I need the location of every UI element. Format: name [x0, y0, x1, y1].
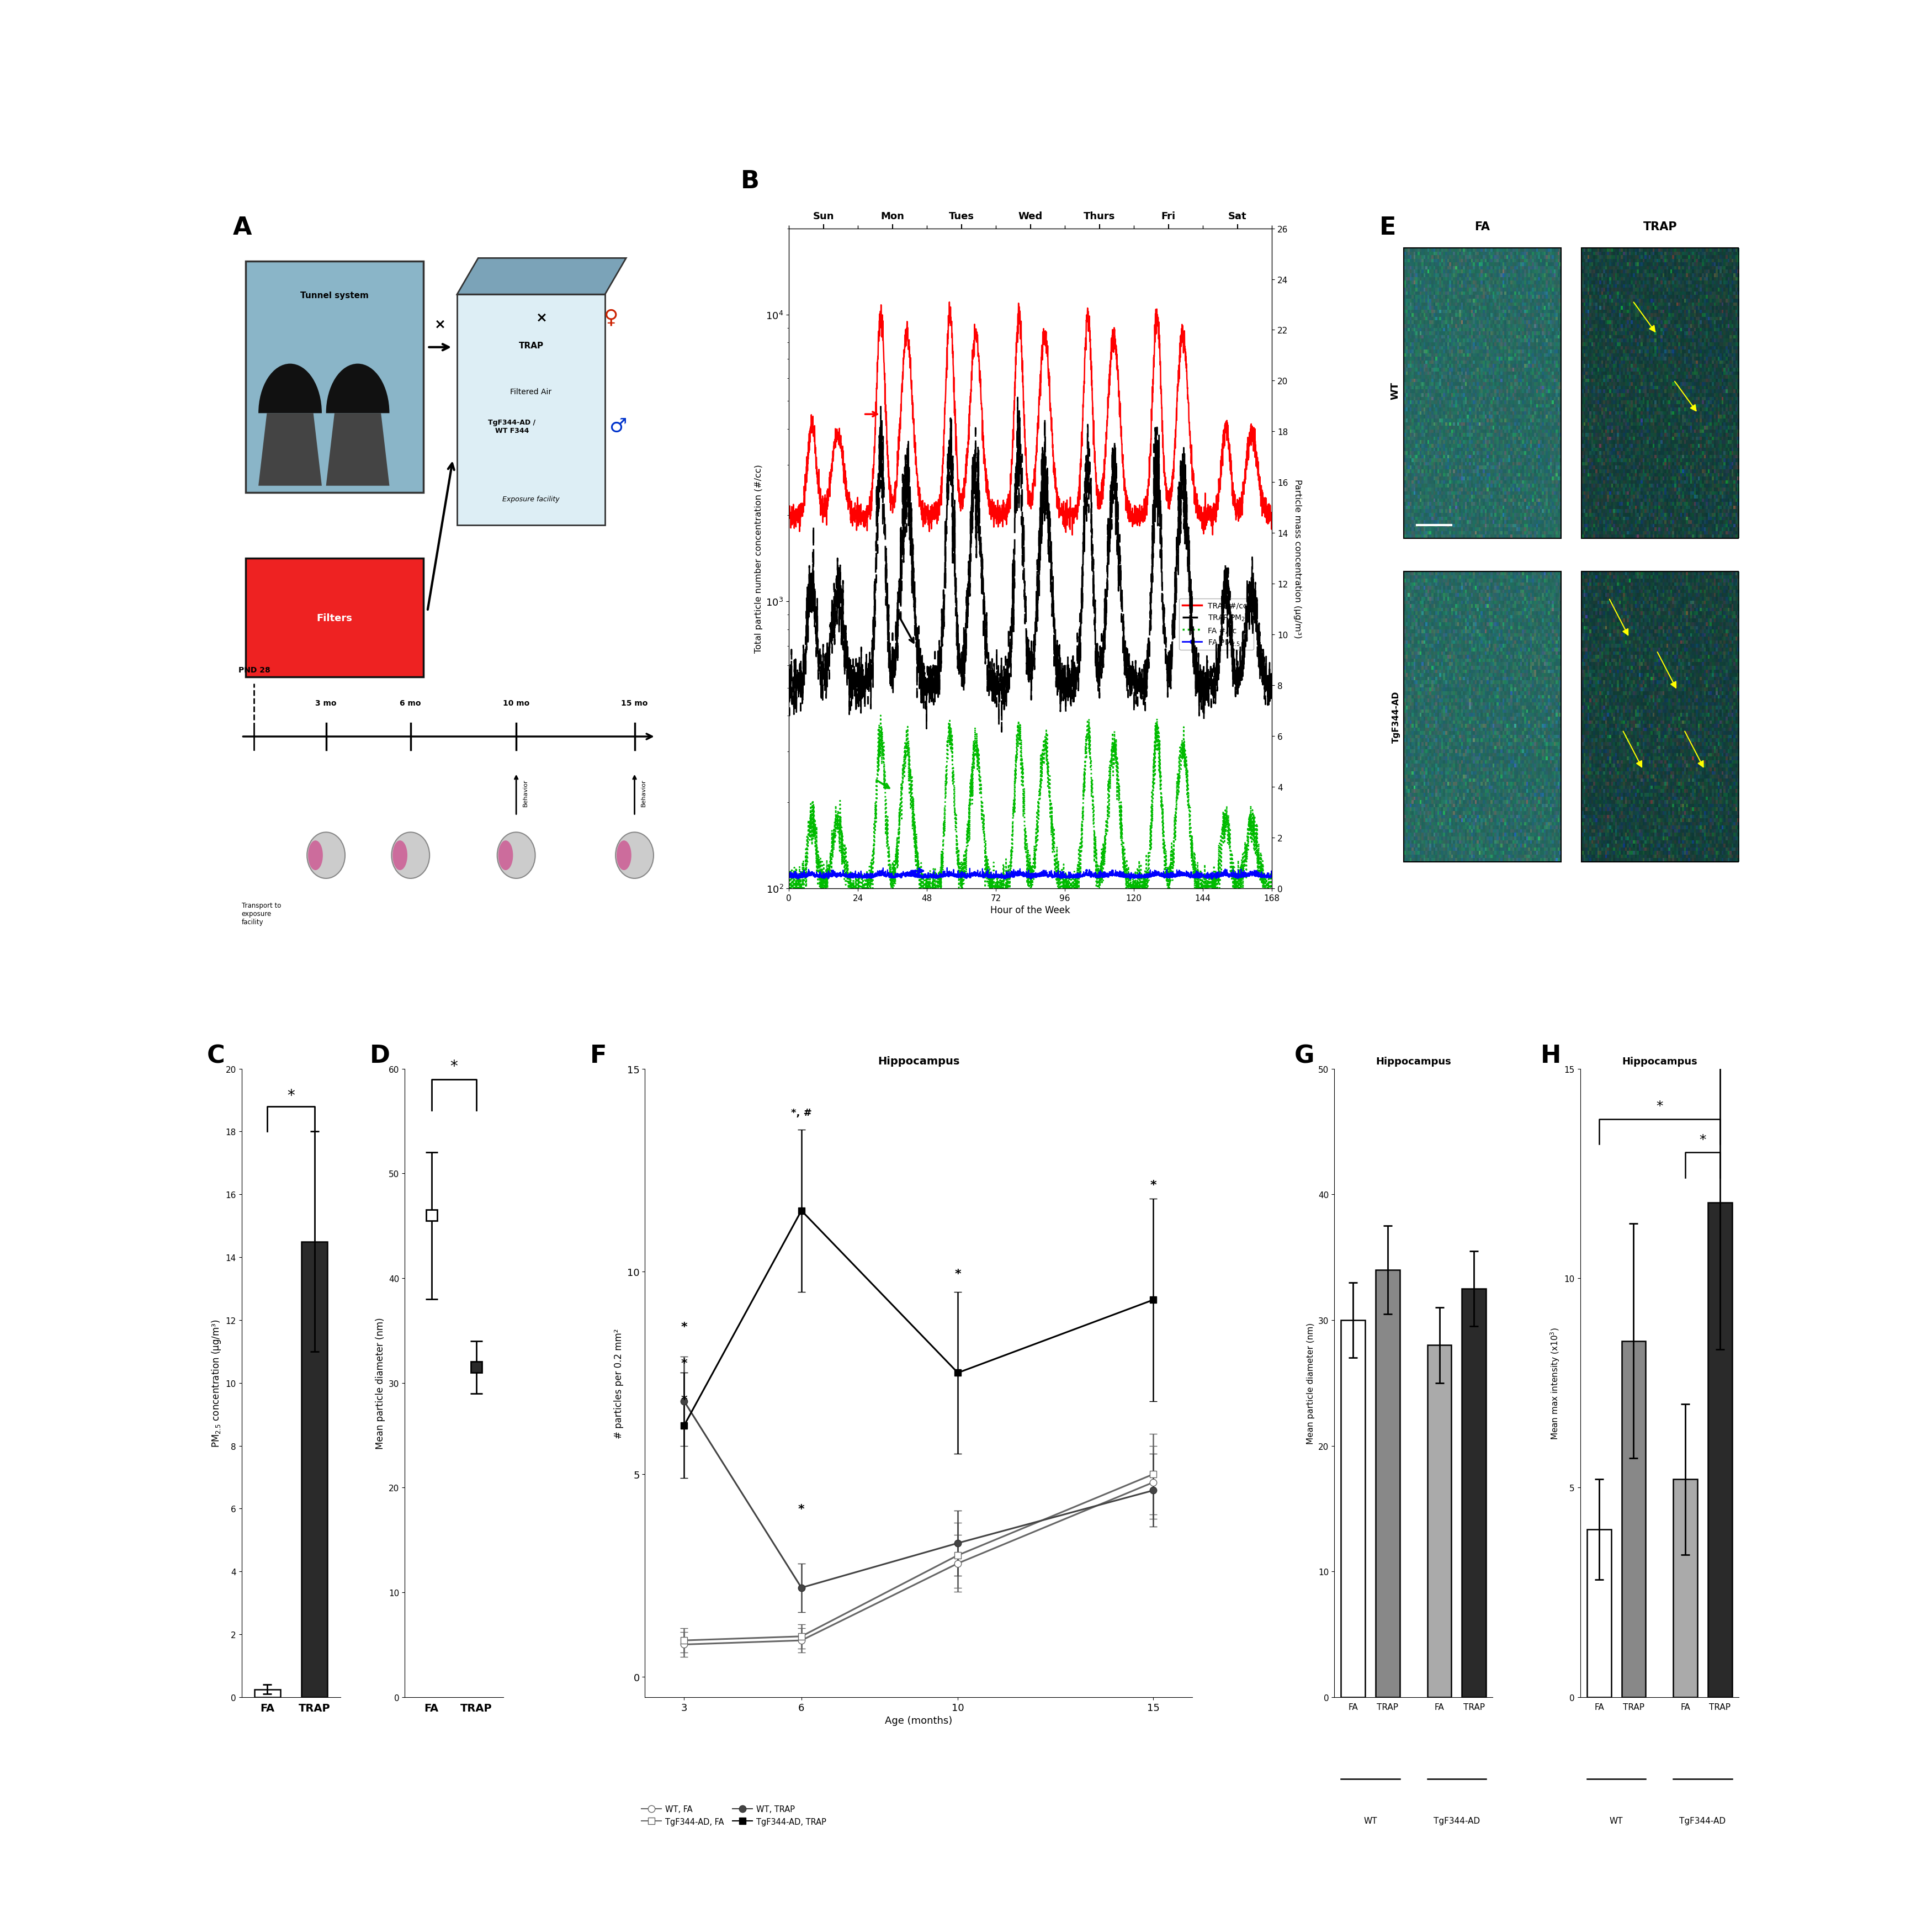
- Ellipse shape: [392, 841, 408, 870]
- Ellipse shape: [307, 841, 323, 870]
- Text: C: C: [207, 1043, 224, 1068]
- FancyBboxPatch shape: [245, 261, 423, 492]
- Ellipse shape: [497, 833, 535, 879]
- Y-axis label: # particles per 0.2 mm²: # particles per 0.2 mm²: [614, 1327, 624, 1438]
- Text: *: *: [288, 1089, 296, 1104]
- Text: *: *: [1656, 1100, 1663, 1114]
- Legend: WT, FA, TgF344-AD, FA, WT, TRAP, TgF344-AD, TRAP: WT, FA, TgF344-AD, FA, WT, TRAP, TgF344-…: [638, 1802, 829, 1829]
- Text: ♂: ♂: [609, 418, 626, 437]
- FancyBboxPatch shape: [245, 559, 423, 677]
- Title: Hippocampus: Hippocampus: [1376, 1056, 1451, 1066]
- Text: *: *: [680, 1322, 688, 1333]
- Text: *: *: [680, 1394, 688, 1405]
- Text: Filters: Filters: [317, 614, 352, 624]
- Text: *: *: [798, 1505, 804, 1514]
- Y-axis label: Mean particle diameter (nm): Mean particle diameter (nm): [375, 1318, 384, 1449]
- Bar: [1428, 1344, 1451, 1697]
- Ellipse shape: [498, 841, 514, 870]
- Text: B: B: [740, 170, 759, 193]
- Bar: [1341, 1320, 1366, 1697]
- Text: G: G: [1294, 1043, 1314, 1068]
- Y-axis label: PM$_{2.5}$ concentration (μg/m³): PM$_{2.5}$ concentration (μg/m³): [211, 1320, 222, 1447]
- Text: TgF344-AD: TgF344-AD: [1434, 1817, 1480, 1825]
- Text: *: *: [680, 1358, 688, 1369]
- X-axis label: Hour of the Week: Hour of the Week: [991, 906, 1070, 915]
- Polygon shape: [458, 259, 626, 296]
- Text: *: *: [954, 1268, 960, 1280]
- Text: Behavior: Behavior: [522, 780, 527, 807]
- Text: *: *: [1698, 1133, 1706, 1146]
- Ellipse shape: [307, 833, 346, 879]
- Bar: [1708, 1203, 1731, 1697]
- Y-axis label: Particle mass concentration (μg/m³): Particle mass concentration (μg/m³): [1294, 479, 1302, 639]
- Text: FA: FA: [1474, 221, 1490, 233]
- Bar: [1621, 1341, 1646, 1697]
- Y-axis label: Total particle number concentration (#/cc): Total particle number concentration (#/c…: [753, 465, 763, 652]
- Title: Hippocampus: Hippocampus: [1621, 1056, 1696, 1066]
- Text: WT: WT: [1609, 1817, 1623, 1825]
- Text: Filtered Air: Filtered Air: [510, 387, 553, 395]
- Text: A: A: [234, 215, 251, 240]
- Text: Exposure facility: Exposure facility: [502, 496, 560, 503]
- FancyBboxPatch shape: [458, 296, 605, 526]
- Wedge shape: [327, 364, 390, 414]
- Text: TRAP: TRAP: [518, 341, 543, 349]
- Y-axis label: Mean particle diameter (nm): Mean particle diameter (nm): [1306, 1322, 1316, 1444]
- Bar: [255, 1690, 280, 1697]
- Bar: [1403, 572, 1561, 862]
- Bar: [1463, 1289, 1486, 1697]
- Bar: [1673, 1480, 1698, 1697]
- Polygon shape: [259, 414, 323, 486]
- Text: 10 mo: 10 mo: [502, 700, 529, 707]
- Text: TgF344-AD /
WT F344: TgF344-AD / WT F344: [489, 420, 535, 435]
- Text: 6 mo: 6 mo: [400, 700, 421, 707]
- Bar: [1376, 1270, 1399, 1697]
- Ellipse shape: [616, 833, 653, 879]
- Text: Behavior: Behavior: [641, 780, 647, 807]
- Text: *: *: [1150, 1179, 1157, 1190]
- Bar: [1582, 248, 1739, 540]
- Text: ♀: ♀: [605, 309, 618, 328]
- Text: D: D: [369, 1043, 390, 1068]
- Polygon shape: [327, 414, 390, 486]
- Ellipse shape: [616, 841, 632, 870]
- Wedge shape: [259, 364, 323, 414]
- Text: TRAP: TRAP: [1642, 221, 1677, 233]
- Bar: [1582, 572, 1739, 862]
- Legend: TRAP #/cc, TRAP PM$_{2.5}$, FA #/cc, FA PM$_{2.5}$: TRAP #/cc, TRAP PM$_{2.5}$, FA #/cc, FA …: [1179, 599, 1254, 650]
- Title: Hippocampus: Hippocampus: [877, 1056, 960, 1066]
- Text: PND 28: PND 28: [238, 666, 270, 675]
- Text: WT: WT: [1391, 381, 1401, 399]
- Text: *, #: *, #: [790, 1108, 811, 1118]
- Ellipse shape: [392, 833, 429, 879]
- Text: H: H: [1540, 1043, 1561, 1068]
- Text: ×: ×: [535, 311, 547, 324]
- Text: TgF344-AD: TgF344-AD: [1679, 1817, 1725, 1825]
- Text: 3 mo: 3 mo: [315, 700, 336, 707]
- Text: Transport to
exposure
facility: Transport to exposure facility: [242, 902, 280, 925]
- Text: ×: ×: [435, 318, 446, 332]
- Bar: [1403, 248, 1561, 540]
- Bar: [301, 1241, 327, 1697]
- Text: E: E: [1379, 215, 1397, 240]
- Y-axis label: Mean max intensity (x10$^{3}$): Mean max intensity (x10$^{3}$): [1549, 1327, 1561, 1440]
- Text: F: F: [591, 1043, 607, 1068]
- Bar: [1586, 1529, 1611, 1697]
- Text: TgF344-AD: TgF344-AD: [1391, 690, 1401, 744]
- Text: Tunnel system: Tunnel system: [299, 292, 369, 299]
- Text: *: *: [450, 1058, 458, 1074]
- X-axis label: Age (months): Age (months): [885, 1716, 952, 1726]
- Text: WT: WT: [1364, 1817, 1378, 1825]
- Text: 15 mo: 15 mo: [622, 700, 647, 707]
